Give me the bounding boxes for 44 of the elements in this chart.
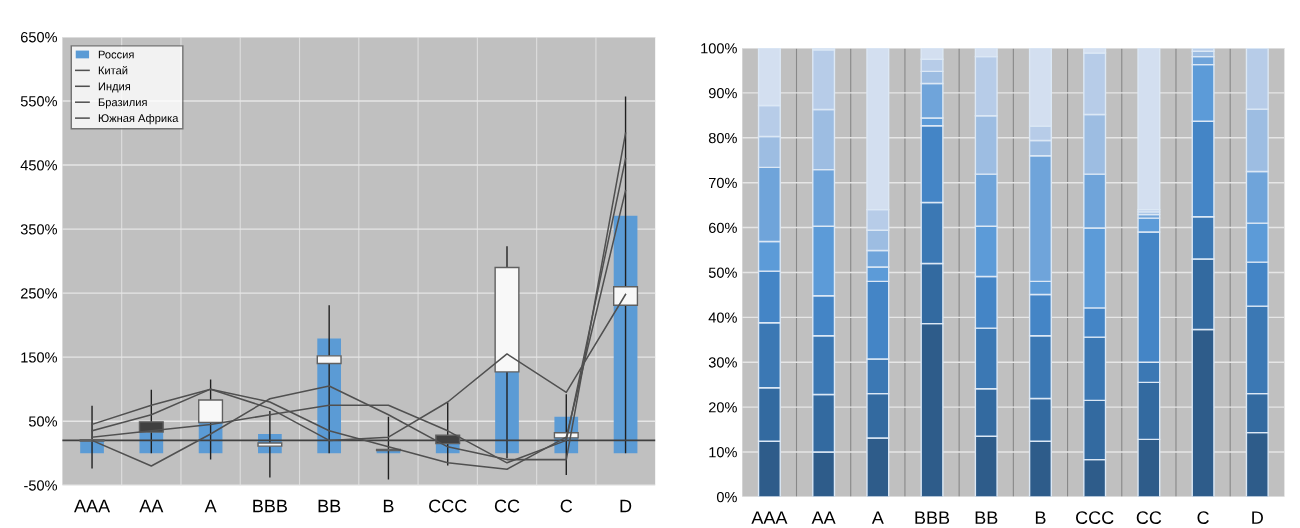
x-tick-label: A — [871, 511, 884, 524]
y-tick-label: 350% — [20, 224, 58, 235]
y-tick-label: 10% — [709, 447, 737, 458]
y-tick-label: 20% — [708, 402, 737, 413]
x-tick-label: BB — [975, 511, 998, 524]
y-tick-label: -50% — [24, 480, 58, 491]
x-tick-label: BBB — [253, 499, 287, 513]
y-tick-label: 40% — [708, 312, 737, 323]
x-tick-label: A — [204, 499, 217, 513]
y-tick-label: 90% — [708, 88, 737, 99]
legend-label: Бразилия — [98, 98, 147, 109]
y-tick-label: 30% — [708, 357, 737, 368]
x-tick-label: AAA — [74, 499, 111, 513]
legend-label: Индия — [98, 82, 131, 93]
x-tick-label: B — [1035, 511, 1046, 524]
x-tick-label: C — [1197, 511, 1209, 524]
y-tick-label: 50% — [708, 267, 737, 278]
y-tick-label: 450% — [20, 160, 58, 171]
y-tick-label: 0% — [716, 491, 737, 503]
legend-label: Южная Африка — [98, 113, 179, 125]
x-tick-label: D — [1252, 511, 1263, 524]
x-tick-label: CC — [1136, 511, 1162, 524]
x-tick-label: AAA — [751, 511, 788, 524]
y-tick-label: 60% — [708, 222, 737, 233]
x-tick-label: AA — [139, 499, 164, 513]
x-tick-label: CCC — [1076, 511, 1114, 524]
x-tick-label: CC — [494, 499, 520, 513]
x-tick-label: BB — [318, 499, 341, 513]
x-tick-label: C — [560, 499, 573, 513]
legend-label: Китай — [98, 66, 128, 75]
x-tick-label: CCC — [429, 499, 467, 513]
y-tick-label: 80% — [708, 132, 737, 144]
x-tick-label: BBB — [915, 511, 950, 524]
y-tick-label: 100% — [701, 43, 737, 54]
x-tick-label: AA — [811, 511, 836, 524]
y-tick-label: 550% — [20, 96, 58, 107]
x-tick-label: D — [620, 499, 632, 513]
legend-label: Россия — [98, 50, 134, 59]
y-tick-label: 250% — [20, 288, 58, 299]
y-tick-label: 650% — [20, 32, 58, 43]
y-tick-label: 50% — [28, 416, 58, 427]
y-tick-label: 70% — [709, 177, 737, 189]
y-tick-label: 150% — [21, 352, 58, 363]
x-tick-label: B — [383, 499, 394, 513]
